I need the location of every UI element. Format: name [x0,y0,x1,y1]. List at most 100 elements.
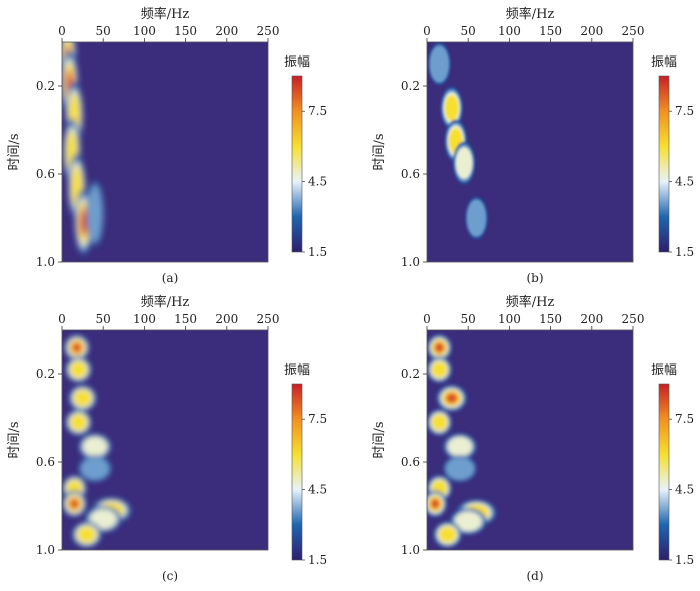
x-tick-label: 50 [461,312,476,326]
energy-blob [80,457,110,481]
y-tick-label: 0.2 [36,367,55,381]
panel-caption: (a) [162,271,179,285]
x-tick-label: 200 [215,24,238,38]
colorbar-tick-label: 1.5 [675,553,694,567]
colorbar [291,75,303,253]
energy-blob [429,45,450,83]
colorbar-tick-label: 7.5 [308,412,327,426]
energy-blob [455,147,473,179]
y-tick-label: 0.2 [36,79,55,93]
energy-blob [74,390,92,407]
colorbar-tick-label: 7.5 [675,412,694,426]
energy-blob [445,457,475,481]
x-tick-label: 100 [498,24,521,38]
colorbar-tick-label: 4.5 [308,483,327,497]
energy-blob [87,184,103,243]
y-tick-label: 1.0 [36,543,55,557]
plot-frame [61,329,269,551]
x-tick-label: 50 [96,312,111,326]
energy-blob [70,414,87,431]
y-tick-label: 1.0 [36,255,55,269]
x-tick-label: 100 [133,312,156,326]
x-tick-label: 150 [539,24,562,38]
panel-3: 0 50 100 150 200 250 频率/Hz 0.2 0.6 1.0 时间/s 1.5 4.5 7… [372,294,694,583]
x-tick-label: 250 [257,24,280,38]
colorbar-tick-label: 7.5 [308,104,327,118]
plot-frame [426,41,634,263]
colorbar-tick-label: 4.5 [675,175,694,189]
y-tick-label: 0.6 [401,455,420,469]
energy-blob [447,436,473,457]
energy-blob [77,526,96,543]
x-tick-label: 150 [174,312,197,326]
x-tick-label: 250 [622,312,645,326]
colorbar-tick-label: 4.5 [675,483,694,497]
energy-blobs [62,334,132,548]
y-tick-label: 0.6 [401,167,420,181]
colorbar-tick-label: 4.5 [308,175,327,189]
energy-blob [431,414,447,431]
colorbar-tick-label: 1.5 [308,245,327,259]
y-tick-label: 0.6 [36,167,55,181]
energy-blob [445,95,459,121]
colorbar-tick-label: 1.5 [308,553,327,567]
y-axis-title: 时间/s [7,421,22,458]
x-tick-label: 50 [461,24,476,38]
energy-blob [439,526,457,543]
y-tick-label: 0.2 [401,367,420,381]
energy-blobs [62,42,104,256]
y-tick-label: 0.6 [36,455,55,469]
x-axis-title: 频率/Hz [506,294,555,310]
y-tick-label: 0.2 [401,79,420,93]
x-tick-label: 0 [58,312,66,326]
energy-blob [466,199,487,237]
x-tick-label: 150 [174,24,197,38]
energy-blob [446,393,457,403]
energy-blob [431,499,440,509]
energy-blobs [427,334,497,548]
x-tick-label: 50 [96,24,111,38]
energy-blob [72,343,82,353]
colorbar-title: 振幅 [284,55,310,70]
energy-blob [435,343,444,353]
energy-blob [89,509,117,529]
x-axis-title: 频率/Hz [141,6,190,22]
energy-blob [70,361,87,378]
x-tick-label: 100 [498,312,521,326]
x-tick-label: 200 [215,312,238,326]
x-tick-label: 250 [622,24,645,38]
panel-caption: (c) [162,569,178,583]
y-axis-title: 时间/s [372,421,387,458]
x-tick-label: 250 [257,312,280,326]
colorbar [658,75,670,253]
x-tick-label: 0 [423,312,431,326]
x-tick-label: 150 [539,312,562,326]
y-axis-title: 时间/s [372,133,387,170]
colorbar-tick-label: 1.5 [675,245,694,259]
y-tick-label: 1.0 [401,543,420,557]
colorbar-title: 振幅 [651,55,677,70]
x-tick-label: 200 [580,312,603,326]
x-tick-label: 0 [423,24,431,38]
panel-caption: (b) [526,271,543,285]
x-tick-label: 100 [133,24,156,38]
energy-blob [80,211,87,234]
colorbar-tick-label: 7.5 [675,104,694,118]
plot-frame [61,41,269,263]
colorbar [658,383,670,561]
x-tick-label: 200 [580,24,603,38]
panel-0: 0 50 100 150 200 250 频率/Hz 0.2 0.6 1.0 时间/s 1.5 4.5 7… [7,6,327,285]
panel-caption: (d) [526,569,543,583]
energy-blobs [428,42,488,240]
colorbar [291,383,303,561]
energy-blob [454,511,482,532]
x-tick-label: 0 [58,24,66,38]
energy-blob [82,436,108,457]
panel-2: 0 50 100 150 200 250 频率/Hz 0.2 0.6 1.0 时间/s 1.5 4.5 7… [7,294,327,583]
colorbar-title: 振幅 [651,363,677,378]
x-axis-title: 频率/Hz [506,6,555,22]
plot-frame [426,329,634,551]
y-axis-title: 时间/s [7,133,22,170]
energy-blob [431,361,447,378]
